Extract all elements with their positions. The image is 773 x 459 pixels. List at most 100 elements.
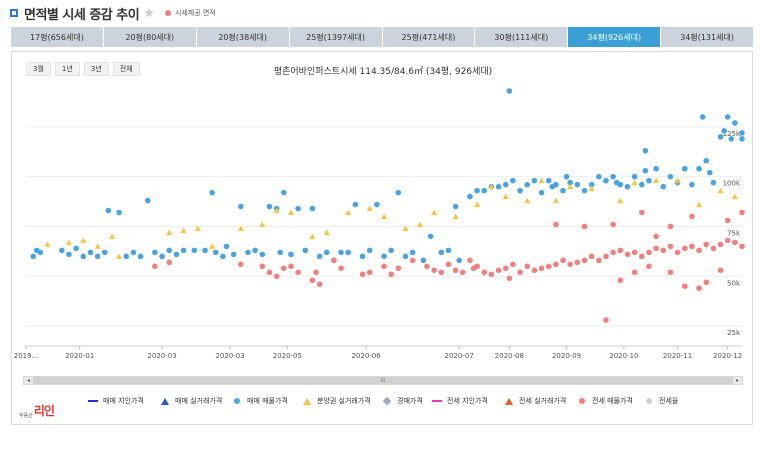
jeonse-point [531,267,538,274]
dot-icon [644,397,654,405]
legend-label: 전세율 [659,397,679,405]
jeonse-point [696,247,702,254]
presale-point [381,213,387,220]
chart-scrollbar[interactable]: ◂ III ▸ [23,376,743,385]
x-tick-label: 2020-01 [65,352,94,360]
tab-area-3[interactable]: 25평(1397세대) [289,27,383,47]
sale-point [220,253,226,260]
x-tick-label: 2020-06 [351,352,381,360]
scroll-thumb[interactable]: III [33,377,733,384]
legend-item[interactable]: 전세 매물가격 [577,396,633,406]
sale-point [703,157,709,164]
legend-item[interactable]: 매매 실거래가격 [160,396,222,406]
legend-label: 매매 실거래가격 [175,397,223,405]
x-tick-label: 2020-07 [445,352,474,360]
legend-item[interactable]: 전세 지인가격 [432,396,488,406]
jeonse-point [674,249,681,256]
sale-point [646,177,652,184]
logo-small-text: 부동산 [19,413,33,419]
range-all-button[interactable]: 전체 [112,62,140,76]
tab-area-6[interactable]: 34평(926세대) [568,27,662,47]
x-tick-label: 2020-11 [663,352,692,360]
sale-point [517,187,523,194]
jeonse-point [560,257,566,264]
jeonse-point [653,233,659,240]
sale-point [567,179,573,186]
legend-item[interactable]: 전세 실거래가격 [504,396,566,406]
legend-item[interactable]: 매매 지인가격 [88,396,144,406]
triangle-icon [504,397,514,405]
jeonse-point [409,257,416,264]
jeonse-point [445,261,452,268]
jeonse-point [388,271,394,278]
jeonse-point [452,267,459,274]
line-icon [88,397,98,405]
chart-legend: 매매 지인가격 매매 실거래가격 매매 매물가격 분양권 실거래가격 경매가격 … [12,396,754,410]
range-1year-button[interactable]: 1년 [54,62,80,76]
sale-point [352,201,359,208]
sale-point [560,187,566,194]
jeonse-point [717,241,724,248]
presale-point [237,225,244,231]
legend-item[interactable]: 경매가격 [382,396,423,406]
presale-point [44,241,51,247]
legend-item[interactable]: 분양권 실거래가격 [302,396,371,406]
tab-area-5[interactable]: 30평(111세대) [475,27,569,47]
star-icon[interactable]: ★ [143,5,155,21]
sale-point [280,189,287,196]
tab-area-1[interactable]: 20평(80세대) [103,27,197,47]
sale-point [316,253,323,260]
jeonse-point [724,217,731,224]
sale-point [452,203,459,210]
jeonse-point [517,269,523,276]
tab-area-7[interactable]: 34평(131세대) [661,27,753,47]
triangle-icon [160,397,170,405]
y-tick-label: 125k [723,130,741,138]
presale-point [452,213,459,220]
logo: 부동산 리인 [19,402,55,419]
x-tick-label: 2020-09 [552,352,581,360]
sale-point [563,173,570,180]
dot-icon [577,397,587,405]
jeonse-point [610,221,616,228]
sale-point [624,183,631,190]
sale-point [366,247,373,254]
tab-area-2[interactable]: 20평(38세대) [196,27,290,47]
jeonse-point [506,275,513,282]
tab-area-4[interactable]: 25평(471세대) [382,27,476,47]
jeonse-point [653,245,659,252]
range-3year-button[interactable]: 3년 [83,62,109,76]
legend-item[interactable]: 매매 매물가격 [232,396,288,406]
legend-label: 분양권 실거래가격 [317,397,371,405]
sale-point [101,249,108,256]
sale-point [338,249,344,256]
area-tabs: 17평(656세대) 20평(80세대) 20평(38세대) 25평(1397세… [11,27,753,47]
jeonse-point [681,245,688,252]
sale-point [642,147,649,154]
jeonse-point [588,253,595,260]
jeonse-point [166,259,172,266]
jeonse-point [459,269,466,276]
legend-label: 전세 실거래가격 [519,397,567,405]
sale-point [660,183,667,190]
presale-point [674,177,681,184]
jeonse-point [603,317,609,323]
jeonse-point [724,237,731,244]
jeonse-point [596,257,602,264]
legend-item[interactable]: 전세율 [644,396,678,406]
sale-point [642,167,649,174]
scroll-left-icon[interactable]: ◂ [26,377,30,384]
presale-point [273,207,280,214]
sale-point [180,247,187,254]
sale-point [238,203,244,210]
presale-point [309,233,316,239]
jeonse-point [545,263,552,270]
square-icon [10,9,18,17]
scroll-right-icon[interactable]: ▸ [735,377,739,384]
jeonse-point [567,261,573,268]
tab-area-0[interactable]: 17평(656세대) [11,27,104,47]
sale-point [456,257,462,264]
sale-point [699,114,706,120]
range-3month-button[interactable]: 3월 [26,62,51,76]
jeonse-point [717,267,724,274]
